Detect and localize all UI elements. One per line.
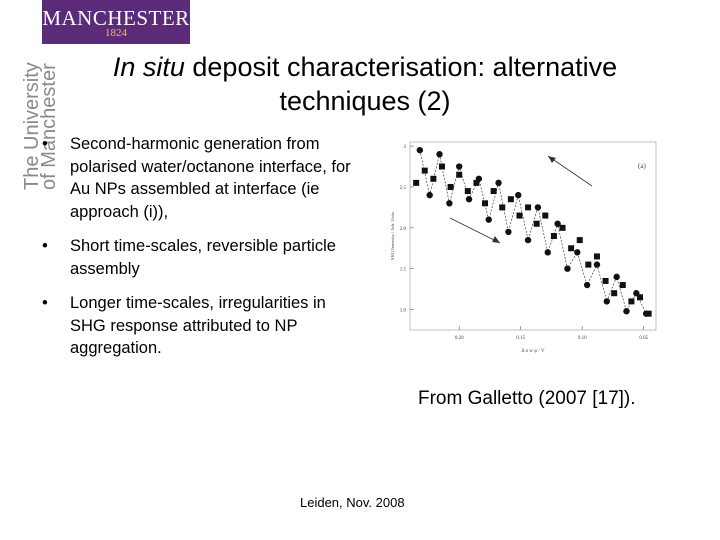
figure-credit: From Galletto (2007 [17]). — [418, 388, 636, 409]
data-point-circle — [426, 191, 433, 199]
y-tick-label: 3 — [404, 145, 407, 150]
data-point-circle — [436, 151, 443, 158]
data-point-circle — [613, 273, 620, 281]
bullet-marker: • — [42, 135, 48, 153]
x-axis-label: Δ o w φ / V — [521, 349, 545, 354]
data-point-circle — [515, 191, 522, 199]
x-tick-label: 0.15 — [516, 336, 525, 341]
annotation-arrowhead-lower — [492, 236, 500, 243]
data-point-square — [499, 204, 506, 211]
data-point-square — [576, 237, 583, 244]
data-point-square — [464, 188, 471, 195]
data-point-circle — [574, 249, 581, 256]
x-tick-label: 0.20 — [455, 336, 464, 341]
data-point-square — [559, 224, 566, 231]
data-point-square — [542, 212, 549, 219]
data-point-circle — [583, 281, 591, 289]
data-point-circle — [524, 236, 532, 244]
data-point-square — [490, 188, 497, 195]
series-line-circle — [419, 150, 647, 314]
slide-title: In situ deposit characterisation: altern… — [60, 50, 670, 118]
annotation-arrowhead-upper — [548, 156, 556, 163]
data-point-circle — [475, 175, 483, 182]
data-point-circle — [505, 228, 512, 236]
data-point-circle — [495, 179, 502, 187]
data-point-square — [525, 204, 532, 211]
data-point-circle — [633, 290, 640, 297]
bullet-list: • Second-harmonic generation from polari… — [40, 133, 360, 372]
data-point-square — [413, 179, 420, 186]
bullet-item: • Short time-scales, reversible particle… — [40, 235, 360, 280]
plot-frame — [409, 141, 657, 331]
data-point-square — [507, 196, 514, 203]
data-point-square — [602, 277, 609, 284]
bullet-item: • Longer time-scales, irregularities in … — [40, 292, 360, 360]
annotation-arrow-lower — [449, 217, 501, 244]
data-point-circle — [544, 249, 551, 256]
bullet-marker: • — [42, 294, 48, 312]
data-point-circle — [642, 310, 650, 317]
data-point-square — [516, 212, 523, 219]
data-point-circle — [534, 204, 542, 211]
bullet-marker: • — [42, 237, 48, 255]
data-point-circle — [446, 200, 453, 207]
shg-chart: 3 2.5 2.0 1.5 1.0 0.20 0.15 0.10 0.05 SHG Intensi… — [390, 141, 657, 354]
data-point-circle — [465, 196, 473, 203]
data-point-square — [585, 261, 592, 268]
university-logo: MANCHESTER 1824 — [42, 0, 190, 44]
data-point-square — [421, 167, 428, 174]
x-tick-label: 0.05 — [639, 336, 648, 341]
data-point-circle — [554, 220, 561, 227]
x-tick-label: 0.10 — [578, 336, 587, 341]
data-point-square — [550, 233, 557, 239]
y-tick-label: 2.5 — [400, 186, 407, 191]
data-point-square — [619, 282, 626, 289]
data-point-square — [456, 171, 463, 178]
data-point-square — [637, 294, 644, 301]
y-axis-label: SHG Intensity / Arb. Units — [390, 212, 395, 260]
footer-text: Leiden, Nov. 2008 — [300, 495, 405, 510]
y-tick-label: 2.0 — [400, 227, 407, 232]
data-point-circle — [456, 163, 463, 170]
data-point-circle — [485, 216, 492, 223]
data-point-circle — [564, 265, 571, 272]
data-point-circle — [593, 261, 601, 268]
data-point-square — [593, 253, 600, 260]
y-tick-label: 1.0 — [400, 309, 407, 314]
bullet-text: Second-harmonic generation from polarise… — [70, 135, 351, 221]
data-point-square — [533, 220, 540, 227]
data-point-square — [611, 290, 618, 297]
data-point-square — [482, 200, 489, 207]
data-point-square — [447, 183, 454, 190]
data-point-square — [628, 298, 635, 305]
title-line-2: techniques (2) — [279, 86, 451, 116]
bullet-text: Longer time-scales, irregularities in SH… — [70, 294, 326, 357]
data-point-square — [430, 175, 437, 182]
data-point-circle — [603, 298, 610, 305]
data-point-circle — [623, 308, 630, 315]
title-line-1: deposit characterisation: alternative — [184, 52, 618, 82]
data-point-square — [568, 245, 575, 252]
panel-label: (a) — [638, 162, 646, 170]
logo-year: 1824 — [105, 27, 127, 39]
y-tick-label: 1.5 — [400, 268, 407, 273]
title-italic: In situ — [112, 52, 185, 82]
annotation-arrow-upper — [547, 155, 593, 187]
bullet-item: • Second-harmonic generation from polari… — [40, 133, 360, 223]
logo-wordmark: MANCHESTER — [42, 6, 190, 30]
data-point-square — [438, 163, 445, 170]
data-point-circle — [416, 146, 424, 154]
data-point-square — [473, 179, 480, 186]
bullet-text: Short time-scales, reversible particle a… — [70, 237, 336, 278]
